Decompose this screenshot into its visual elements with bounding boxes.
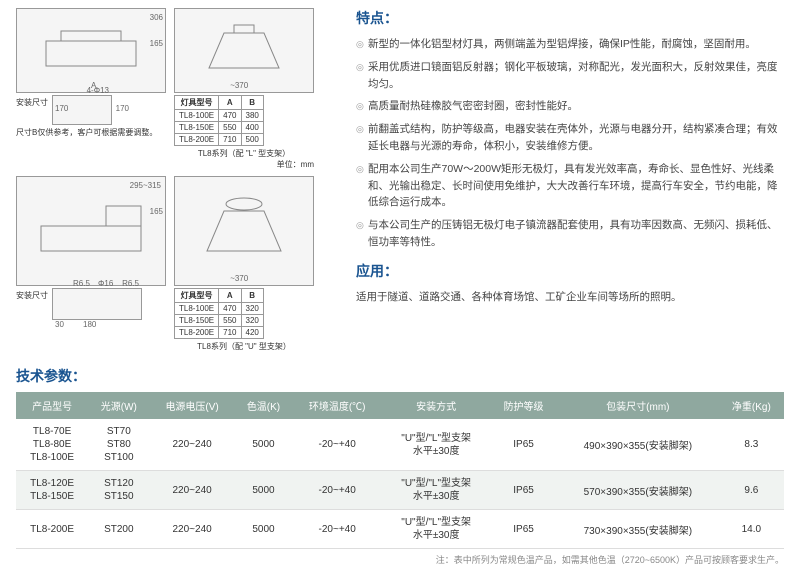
mini-td: TL8-200E bbox=[175, 327, 219, 339]
params-th: 光源(W) bbox=[88, 392, 149, 419]
voltage-cell: 220~240 bbox=[149, 471, 234, 510]
params-th: 产品型号 bbox=[16, 392, 88, 419]
feature-item: 高质量耐热硅橡胶气密密封圈，密封性能好。 bbox=[356, 98, 784, 115]
mini-table-l-caption: TL8系列（配 "L" 型支架） bbox=[174, 148, 314, 159]
source-cell: ST200 bbox=[88, 510, 149, 549]
application-text: 适用于隧道、道路交通、各种体育场馆、工矿企业车间等场所的照明。 bbox=[356, 289, 784, 306]
cct-cell: 5000 bbox=[235, 471, 292, 510]
feature-item: 前翻盖式结构，防护等级高，电器安装在壳体外，光源与电器分开，结构紧凑合理；有效延… bbox=[356, 121, 784, 155]
mini-td: 710 bbox=[219, 134, 241, 146]
params-th: 净重(Kg) bbox=[719, 392, 784, 419]
feature-item: 采用优质进口镜面铝反射器；钢化平板玻璃，对称配光，发光面积大，反射效果佳，亮度均… bbox=[356, 59, 784, 93]
cct-cell: 5000 bbox=[235, 510, 292, 549]
mini-th: 灯具型号 bbox=[175, 96, 219, 110]
diagrams-column: 165 306 A 安装尺寸 170 170 4-Φ13 尺寸B仅供参考，客户可 bbox=[16, 8, 336, 358]
source-cell: ST70ST80ST100 bbox=[88, 419, 149, 471]
voltage-cell: 220~240 bbox=[149, 419, 234, 471]
mini-th: A bbox=[219, 96, 241, 110]
pack-cell: 490×390×355(安装脚架) bbox=[557, 419, 719, 471]
mini-td: 320 bbox=[241, 303, 263, 315]
mini-td: 500 bbox=[241, 134, 263, 146]
params-th: 安装方式 bbox=[382, 392, 490, 419]
diagram-top-left: 165 306 A bbox=[16, 8, 166, 93]
features-list: 新型的一体化铝型材灯具，两侧端盖为型铝焊接，确保IP性能，耐腐蚀，坚固耐用。采用… bbox=[356, 36, 784, 251]
feature-item: 新型的一体化铝型材灯具，两侧端盖为型铝焊接，确保IP性能，耐腐蚀，坚固耐用。 bbox=[356, 36, 784, 53]
weight-cell: 8.3 bbox=[719, 419, 784, 471]
temp-cell: -20~+40 bbox=[292, 419, 382, 471]
mini-td: 710 bbox=[219, 327, 241, 339]
pack-cell: 570×390×355(安装脚架) bbox=[557, 471, 719, 510]
mini-td: TL8-100E bbox=[175, 303, 219, 315]
mount-cell: "U"型/"L"型支架水平±30度 bbox=[382, 471, 490, 510]
application-title: 应用： bbox=[356, 261, 784, 281]
params-footnote: 注：表中所列为常规色温产品，如需其他色温（2720~6500K）产品可按顾客要求… bbox=[16, 553, 784, 566]
reflector-icon bbox=[204, 23, 284, 78]
mounting-diagram-2: 30 180 R6.5 Φ16 R6.5 bbox=[52, 288, 142, 320]
weight-cell: 9.6 bbox=[719, 471, 784, 510]
mini-td: TL8-150E bbox=[175, 315, 219, 327]
fixture-outline-icon bbox=[41, 26, 141, 76]
params-title: 技术参数： bbox=[16, 366, 784, 386]
mini-td: 550 bbox=[219, 315, 241, 327]
mini-td: TL8-200E bbox=[175, 134, 219, 146]
mini-table-l: 灯具型号AB TL8-100E470380 TL8-150E550400 TL8-2… bbox=[174, 95, 264, 146]
mini-td: 420 bbox=[241, 327, 263, 339]
mini-td: TL8-100E bbox=[175, 110, 219, 122]
voltage-cell: 220~240 bbox=[149, 510, 234, 549]
mini-th: B bbox=[241, 96, 263, 110]
mini-td: 380 bbox=[241, 110, 263, 122]
mount-cell: "U"型/"L"型支架水平±30度 bbox=[382, 510, 490, 549]
ip-cell: IP65 bbox=[490, 471, 557, 510]
mini-td: 400 bbox=[241, 122, 263, 134]
params-th: 环境温度(℃) bbox=[292, 392, 382, 419]
mini-td: TL8-150E bbox=[175, 122, 219, 134]
temp-cell: -20~+40 bbox=[292, 510, 382, 549]
mini-th: B bbox=[241, 289, 263, 303]
mount-cell: "U"型/"L"型支架水平±30度 bbox=[382, 419, 490, 471]
install-label-2: 安装尺寸 bbox=[16, 290, 48, 301]
mini-table-u-caption: TL8系列（配 "U" 型支架） bbox=[174, 341, 314, 352]
mini-th: 灯具型号 bbox=[175, 289, 219, 303]
model-cell: TL8-70ETL8-80ETL8-100E bbox=[16, 419, 88, 471]
mini-table-u: 灯具型号AB TL8-100E470320 TL8-150E550320 TL8-2… bbox=[174, 288, 264, 339]
unit-label: 单位：mm bbox=[174, 159, 314, 170]
mini-td: 470 bbox=[219, 110, 241, 122]
cct-cell: 5000 bbox=[235, 419, 292, 471]
install-label-1: 安装尺寸 bbox=[16, 97, 48, 108]
weight-cell: 14.0 bbox=[719, 510, 784, 549]
feature-item: 与本公司生产的压铸铝无极灯电子镇流器配套使用，具有功率因数高、无频闪、损耗低、恒… bbox=[356, 217, 784, 251]
params-th: 电源电压(V) bbox=[149, 392, 234, 419]
params-table: 产品型号光源(W)电源电压(V)色温(K)环境温度(℃)安装方式防护等级包装尺寸… bbox=[16, 392, 784, 549]
params-th: 包装尺寸(mm) bbox=[557, 392, 719, 419]
reflector-u-icon bbox=[199, 196, 289, 266]
fixture-side-icon bbox=[36, 201, 146, 261]
params-th: 防护等级 bbox=[490, 392, 557, 419]
mini-td: 470 bbox=[219, 303, 241, 315]
temp-cell: -20~+40 bbox=[292, 471, 382, 510]
description-column: 特点： 新型的一体化铝型材灯具，两侧端盖为型铝焊接，确保IP性能，耐腐蚀，坚固耐… bbox=[348, 8, 784, 358]
diagram-top-right: ~370 bbox=[174, 8, 314, 93]
ip-cell: IP65 bbox=[490, 419, 557, 471]
note-b: 尺寸B仅供参考，客户可根据需要调整。 bbox=[16, 127, 166, 138]
mini-td: 320 bbox=[241, 315, 263, 327]
ip-cell: IP65 bbox=[490, 510, 557, 549]
source-cell: ST120ST150 bbox=[88, 471, 149, 510]
mini-td: 550 bbox=[219, 122, 241, 134]
features-title: 特点： bbox=[356, 8, 784, 28]
pack-cell: 730×390×355(安装脚架) bbox=[557, 510, 719, 549]
mini-th: A bbox=[219, 289, 241, 303]
diagram-bottom-right: ~370 bbox=[174, 176, 314, 286]
model-cell: TL8-120ETL8-150E bbox=[16, 471, 88, 510]
params-th: 色温(K) bbox=[235, 392, 292, 419]
feature-item: 配用本公司生产70W～200W矩形无极灯，具有发光效率高，寿命长、显色性好、光线… bbox=[356, 161, 784, 211]
diagram-bottom-left: 165 295~315 bbox=[16, 176, 166, 286]
model-cell: TL8-200E bbox=[16, 510, 88, 549]
mounting-diagram-1: 170 170 4-Φ13 bbox=[52, 95, 112, 125]
